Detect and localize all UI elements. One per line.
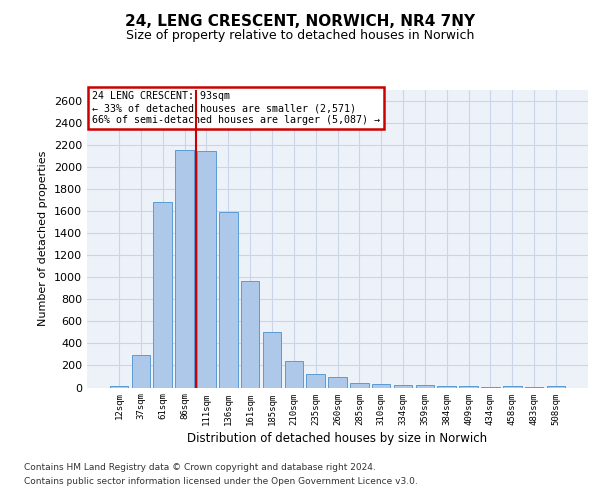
Text: Contains HM Land Registry data © Crown copyright and database right 2024.: Contains HM Land Registry data © Crown c… xyxy=(24,462,376,471)
Bar xyxy=(263,332,281,388)
Bar xyxy=(328,377,347,388)
X-axis label: Distribution of detached houses by size in Norwich: Distribution of detached houses by size … xyxy=(187,432,488,444)
Bar xyxy=(547,386,565,388)
Text: 24, LENG CRESCENT, NORWICH, NR4 7NY: 24, LENG CRESCENT, NORWICH, NR4 7NY xyxy=(125,14,475,29)
Bar xyxy=(241,280,259,388)
Bar xyxy=(219,212,238,388)
Bar xyxy=(154,202,172,388)
Bar xyxy=(307,374,325,388)
Bar xyxy=(481,387,500,388)
Bar xyxy=(350,382,368,388)
Bar xyxy=(284,361,303,388)
Bar xyxy=(372,384,391,388)
Bar xyxy=(197,151,216,388)
Bar xyxy=(437,386,456,388)
Bar xyxy=(416,386,434,388)
Bar xyxy=(503,386,521,388)
Bar xyxy=(394,385,412,388)
Bar xyxy=(459,386,478,388)
Bar xyxy=(525,387,544,388)
Y-axis label: Number of detached properties: Number of detached properties xyxy=(38,151,49,326)
Bar xyxy=(175,150,194,388)
Text: Contains public sector information licensed under the Open Government Licence v3: Contains public sector information licen… xyxy=(24,478,418,486)
Bar xyxy=(110,386,128,388)
Bar xyxy=(131,355,150,388)
Text: 24 LENG CRESCENT: 93sqm
← 33% of detached houses are smaller (2,571)
66% of semi: 24 LENG CRESCENT: 93sqm ← 33% of detache… xyxy=(92,92,380,124)
Text: Size of property relative to detached houses in Norwich: Size of property relative to detached ho… xyxy=(126,29,474,42)
